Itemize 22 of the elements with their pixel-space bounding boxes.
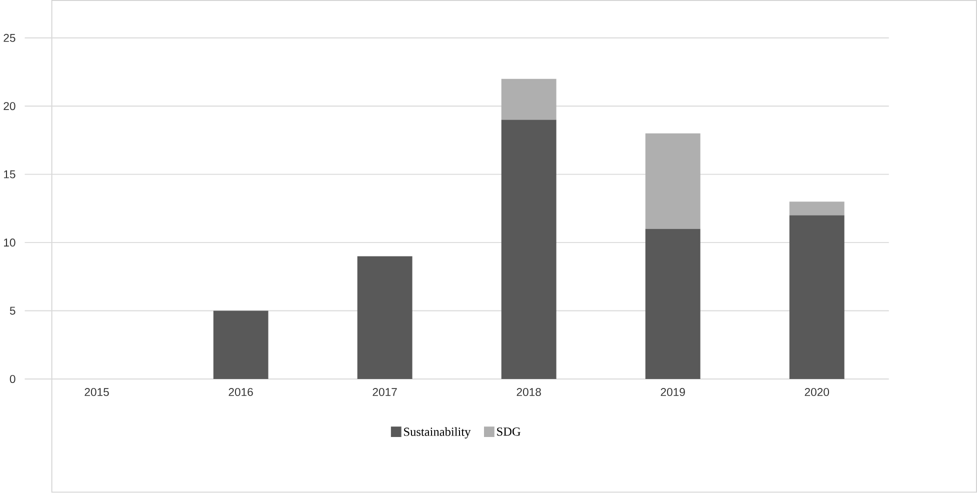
bar — [789, 215, 844, 380]
y-tick-label: 10 — [4, 238, 16, 247]
x-tick-label: 2015 — [84, 388, 109, 396]
bar — [645, 229, 700, 380]
y-tick-label: 0 — [10, 375, 16, 384]
bar — [789, 202, 844, 216]
bar — [357, 256, 412, 380]
y-tick-label: 5 — [10, 306, 16, 315]
x-tick-label: 2018 — [516, 388, 541, 396]
bar — [501, 120, 556, 380]
y-tick-label: 20 — [4, 102, 16, 110]
legend-label: Sustainability — [404, 427, 471, 439]
x-tick-label: 2016 — [228, 388, 253, 396]
y-tick-label: 25 — [4, 34, 16, 42]
y-tick-label: 15 — [4, 170, 16, 178]
x-tick-label: 2017 — [372, 388, 397, 396]
bar — [501, 78, 556, 120]
x-tick-label: 2019 — [660, 388, 685, 396]
bar — [213, 310, 268, 380]
legend-label: SDG — [497, 428, 520, 436]
x-tick-label: 2020 — [804, 388, 830, 396]
bar — [645, 134, 700, 230]
